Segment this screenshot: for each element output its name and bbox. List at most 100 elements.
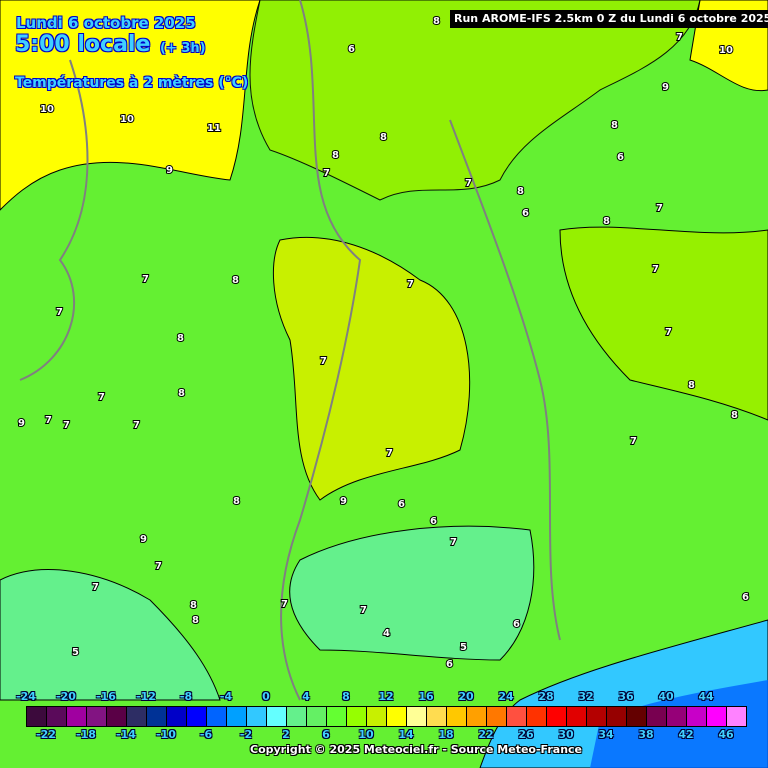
legend-swatch — [267, 707, 287, 726]
legend-tick-label: -2 — [239, 728, 253, 741]
isotherm-label: 10 — [120, 114, 134, 125]
legend-swatch — [47, 707, 67, 726]
forecast-step: (+ 3h) — [160, 41, 206, 56]
legend-tick-label: 10 — [358, 728, 374, 741]
isotherm-label: 8 — [433, 16, 440, 27]
legend-swatch — [687, 707, 707, 726]
mild-zone-north — [249, 0, 701, 201]
legend-swatch — [347, 707, 367, 726]
forecast-date: Lundi 6 octobre 2025 — [16, 14, 196, 32]
legend-swatch — [107, 707, 127, 726]
isotherm-label: 8 — [603, 216, 610, 227]
legend-swatch — [707, 707, 727, 726]
legend-tick-label: -20 — [56, 690, 76, 703]
legend-tick-label: 30 — [558, 728, 574, 741]
legend-tick-label: 2 — [282, 728, 290, 741]
legend-swatch — [627, 707, 647, 726]
isotherm-label: 7 — [656, 203, 663, 214]
isotherm-label: 11 — [207, 123, 221, 134]
isotherm-label: 7 — [98, 392, 105, 403]
isotherm-label: 5 — [460, 642, 467, 653]
warm-zone-northwest — [0, 0, 261, 211]
isotherm-label: 8 — [192, 615, 199, 626]
isotherm-label: 10 — [40, 104, 54, 115]
legend-swatch — [567, 707, 587, 726]
legend-tick-label: 34 — [598, 728, 614, 741]
legend-tick-label: 42 — [678, 728, 694, 741]
legend-tick-label: -16 — [96, 690, 116, 703]
legend-tick-label: 38 — [638, 728, 654, 741]
isotherm-label: 6 — [742, 592, 749, 603]
isotherm-label: 6 — [348, 44, 355, 55]
isotherm-label: 9 — [662, 82, 669, 93]
isotherm-label: 9 — [340, 496, 347, 507]
isotherm-label: 7 — [676, 32, 683, 43]
isotherm-label: 7 — [465, 178, 472, 189]
legend-swatch — [227, 707, 247, 726]
isotherm-label: 7 — [133, 420, 140, 431]
cool-zone-south — [289, 525, 535, 661]
legend-tick-label: -8 — [179, 690, 193, 703]
isotherm-label: 7 — [665, 327, 672, 338]
legend-swatch — [667, 707, 687, 726]
isotherm-label: 6 — [398, 499, 405, 510]
legend-tick-label: 32 — [578, 690, 594, 703]
legend-swatch — [407, 707, 427, 726]
isotherm-label: 7 — [56, 307, 63, 318]
legend-tick-label: -10 — [156, 728, 176, 741]
isotherm-label: 9 — [18, 418, 25, 429]
isotherm-label: 6 — [430, 516, 437, 527]
legend-swatch — [607, 707, 627, 726]
legend-swatch — [67, 707, 87, 726]
isotherm-label: 7 — [652, 264, 659, 275]
isotherm-label: 7 — [360, 605, 367, 616]
legend-tick-label: 26 — [518, 728, 534, 741]
isotherm-label: 7 — [92, 582, 99, 593]
legend-swatch — [507, 707, 527, 726]
isotherm-label: 8 — [611, 120, 618, 131]
run-info-banner: Run AROME-IFS 2.5km 0 Z du Lundi 6 octob… — [450, 10, 768, 28]
legend-tick-label: 4 — [302, 690, 310, 703]
legend-swatch — [387, 707, 407, 726]
legend-swatch — [367, 707, 387, 726]
legend-tick-label: 36 — [618, 690, 634, 703]
isotherm-label: 8 — [177, 333, 184, 344]
isotherm-label: 10 — [719, 45, 733, 56]
legend-tick-label: 16 — [418, 690, 434, 703]
legend-tick-label: 8 — [342, 690, 350, 703]
legend-tick-label: 24 — [498, 690, 514, 703]
legend-tick-label: -6 — [199, 728, 213, 741]
legend-swatch — [287, 707, 307, 726]
isotherm-label: 5 — [72, 647, 79, 658]
isotherm-label: 7 — [281, 599, 288, 610]
legend-tick-label: 6 — [322, 728, 330, 741]
legend-swatch — [127, 707, 147, 726]
legend-swatch — [427, 707, 447, 726]
legend-swatch — [327, 707, 347, 726]
isotherm-label: 7 — [630, 436, 637, 447]
isotherm-label: 7 — [320, 356, 327, 367]
legend-swatch — [147, 707, 167, 726]
mild-zone-east — [559, 226, 768, 421]
legend-swatch — [247, 707, 267, 726]
legend-swatch — [527, 707, 547, 726]
copyright-text: Copyright © 2025 Meteociel.fr - Source M… — [250, 743, 583, 756]
legend-tick-label: 46 — [718, 728, 734, 741]
legend-swatch — [587, 707, 607, 726]
isotherm-label: 6 — [513, 619, 520, 630]
border-line — [19, 0, 561, 701]
isotherm-label: 8 — [517, 186, 524, 197]
isotherm-label: 7 — [407, 279, 414, 290]
legend-tick-label: -18 — [76, 728, 96, 741]
legend-tick-label: 12 — [378, 690, 394, 703]
legend-swatch — [487, 707, 507, 726]
isotherm-label: 8 — [731, 410, 738, 421]
isotherm-label: 7 — [142, 274, 149, 285]
isotherm-label: 7 — [155, 561, 162, 572]
legend-tick-label: 28 — [538, 690, 554, 703]
isotherm-label: 7 — [63, 420, 70, 431]
mild-zone-center — [273, 236, 471, 501]
isotherm-label: 8 — [190, 600, 197, 611]
isotherm-label: 8 — [380, 132, 387, 143]
